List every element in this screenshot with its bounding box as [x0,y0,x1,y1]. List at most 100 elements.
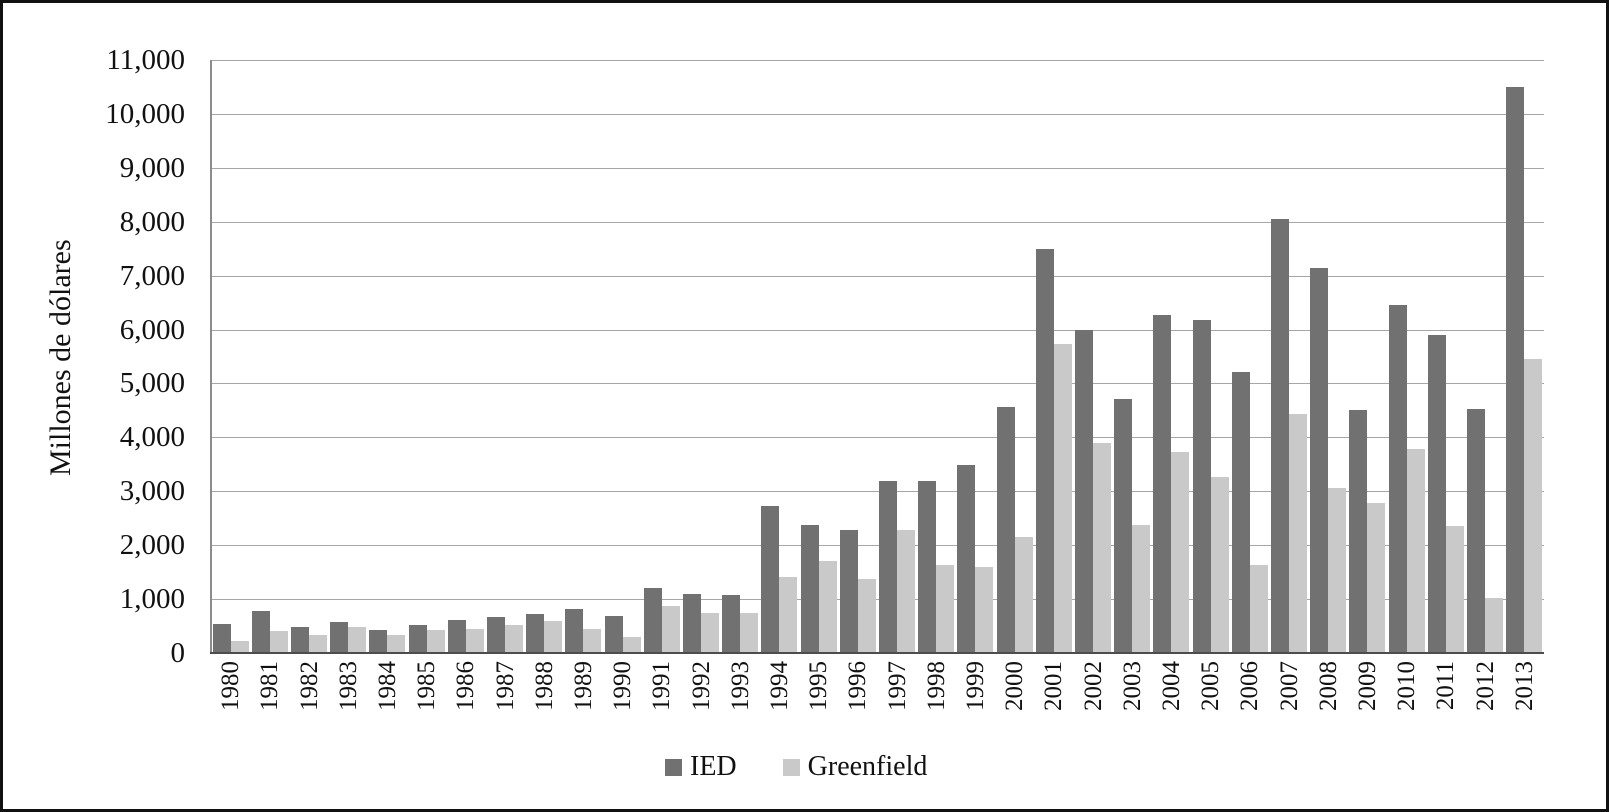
x-tick-label: 2013 [1510,661,1538,711]
x-tick-cell: 1990 [603,661,642,723]
x-tick-cell: 2009 [1348,661,1387,723]
bar-group-2012 [1466,60,1505,653]
x-tick-label: 1993 [726,661,754,711]
bar-greenfield-1988 [544,621,563,653]
bar-greenfield-2008 [1328,487,1347,653]
x-tick-cell: 2007 [1269,661,1308,723]
y-tick-label: 3,000 [119,475,185,508]
x-tick-label: 1980 [217,661,245,711]
x-axis-line [210,652,1544,654]
x-tick-cell: 1988 [525,661,564,723]
bar-group-1996 [838,60,877,653]
x-tick-label: 2009 [1353,661,1381,711]
gridline [211,329,1544,331]
x-tick-cell: 2010 [1387,661,1426,723]
bar-group-1990 [603,60,642,653]
bar-ied-1985 [408,624,427,653]
bar-group-2010 [1387,60,1426,653]
bar-greenfield-1990 [622,637,641,653]
x-tick-cell: 2002 [1073,661,1112,723]
bar-group-2004 [1152,60,1191,653]
bar-group-1988 [525,60,564,653]
bar-ied-2013 [1506,86,1525,653]
bar-group-1993 [721,60,760,653]
bar-group-1995 [799,60,838,653]
y-tick-label: 11,000 [106,44,185,76]
bar-ied-2005 [1192,320,1211,653]
x-tick-label: 1999 [961,661,989,711]
bar-greenfield-1987 [505,624,524,653]
bar-ied-1987 [487,617,506,653]
x-tick-cell: 1994 [760,661,799,723]
bar-greenfield-1985 [426,630,445,653]
bar-ied-1982 [291,626,309,653]
x-tick-cell: 1995 [799,661,838,723]
bar-greenfield-2003 [1132,524,1151,653]
bar-greenfield-2004 [1171,452,1190,653]
legend-item-ied: IED [665,753,737,781]
gridline [211,60,1544,61]
x-tick-cell: 1986 [446,661,485,723]
bar-group-2009 [1348,60,1387,653]
y-tick-label: 8,000 [119,205,185,238]
x-tick-label: 1988 [530,661,558,711]
bar-greenfield-2009 [1367,503,1386,653]
x-tick-cell: 1989 [564,661,603,723]
bar-group-1994 [760,60,799,653]
bar-ied-2009 [1349,410,1368,653]
x-tick-cell: 1987 [485,661,524,723]
bar-ied-2003 [1114,398,1133,653]
bar-greenfield-1999 [975,566,994,653]
x-tick-cell: 1999 [956,661,995,723]
bar-group-1985 [407,60,446,653]
bar-ied-1988 [526,613,545,653]
gridline [211,437,1544,439]
bar-group-2007 [1269,60,1308,653]
x-tick-label: 1992 [687,661,715,711]
x-tick-label: 1984 [373,661,401,711]
bar-ied-1990 [604,616,623,653]
x-tick-label: 1990 [609,661,637,711]
bar-ied-2002 [1075,329,1094,653]
bar-greenfield-2011 [1445,526,1464,653]
bar-ied-1996 [839,529,858,653]
x-axis-tick-labels: 1980 1981 1982 1983 1984 1985 1986 1987 1988 1989… [211,661,1544,723]
bar-greenfield-2006 [1249,564,1268,653]
bar-ied-2000 [996,406,1015,653]
bars-layer [211,60,1544,653]
bar-greenfield-1991 [661,606,680,653]
gridline [211,545,1544,547]
x-tick-label: 2006 [1236,661,1264,711]
bar-greenfield-2005 [1210,476,1229,653]
bar-ied-2004 [1153,315,1172,653]
y-tick-label: 4,000 [119,421,185,454]
x-tick-label: 1998 [922,661,950,711]
x-tick-cell: 1998 [917,661,956,723]
x-tick-label: 1997 [883,661,911,711]
bar-greenfield-2002 [1093,443,1112,653]
legend-item-greenfield: Greenfield [782,753,927,781]
bar-ied-1992 [683,593,702,653]
gridline [211,491,1544,493]
bar-ied-1980 [212,624,231,653]
gridline [211,167,1544,169]
x-tick-cell: 2005 [1191,661,1230,723]
x-tick-label: 2011 [1432,661,1460,711]
x-tick-label: 1991 [648,661,676,711]
bar-ied-2010 [1388,305,1407,653]
y-tick-label: 10,000 [105,97,185,130]
bar-ied-2012 [1467,408,1486,653]
x-tick-cell: 2006 [1230,661,1269,723]
bar-group-1986 [446,60,485,653]
gridline [211,113,1544,115]
bar-ied-1986 [447,620,466,653]
x-tick-cell: 1993 [721,661,760,723]
x-tick-label: 1985 [413,661,441,711]
bar-ied-1993 [722,594,741,653]
bar-ied-2007 [1271,219,1290,653]
bar-group-1982 [289,60,328,653]
bar-greenfield-1982 [309,635,327,653]
bar-ied-1998 [918,481,937,653]
legend: IED Greenfield [665,753,927,781]
bar-greenfield-2013 [1524,359,1543,653]
